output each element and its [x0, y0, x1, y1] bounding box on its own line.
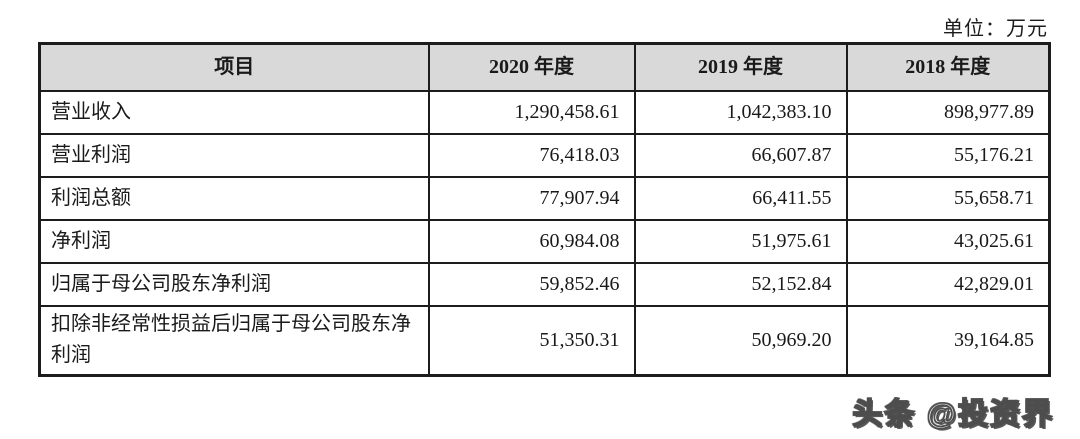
- table-row: 利润总额 77,907.94 66,411.55 55,658.71: [38, 175, 1051, 221]
- table-row: 扣除非经常性损益后归属于母公司股东净利润 51,350.31 50,969.20…: [38, 304, 1051, 377]
- column-header-2020: 2020 年度: [427, 42, 636, 92]
- value-2020: 1,290,458.61: [427, 89, 636, 135]
- value-2020: 51,350.31: [427, 304, 636, 377]
- row-label: 营业利润: [38, 132, 430, 178]
- row-label: 扣除非经常性损益后归属于母公司股东净利润: [38, 304, 430, 377]
- value-2020: 77,907.94: [427, 175, 636, 221]
- value-2019: 51,975.61: [633, 218, 848, 264]
- value-2020: 60,984.08: [427, 218, 636, 264]
- row-label: 净利润: [38, 218, 430, 264]
- value-2020: 76,418.03: [427, 132, 636, 178]
- row-label: 利润总额: [38, 175, 430, 221]
- row-label: 营业收入: [38, 89, 430, 135]
- value-2019: 52,152.84: [633, 261, 848, 307]
- table-row: 营业利润 76,418.03 66,607.87 55,176.21: [38, 132, 1051, 178]
- financial-summary-table: 项目 2020 年度 2019 年度 2018 年度 营业收入 1,290,45…: [38, 42, 1051, 377]
- value-2018: 39,164.85: [845, 304, 1051, 377]
- watermark-toutiao-touzijie: 头条 @投资界: [852, 397, 1054, 432]
- value-2018: 898,977.89: [845, 89, 1051, 135]
- value-2018: 43,025.61: [845, 218, 1051, 264]
- value-2019: 66,411.55: [633, 175, 848, 221]
- unit-label: 单位：万元: [943, 18, 1048, 40]
- table-row: 归属于母公司股东净利润 59,852.46 52,152.84 42,829.0…: [38, 261, 1051, 307]
- value-2018: 42,829.01: [845, 261, 1051, 307]
- table-row: 营业收入 1,290,458.61 1,042,383.10 898,977.8…: [38, 89, 1051, 135]
- table-header-row: 项目 2020 年度 2019 年度 2018 年度: [38, 42, 1051, 92]
- value-2020: 59,852.46: [427, 261, 636, 307]
- value-2019: 50,969.20: [633, 304, 848, 377]
- value-2019: 66,607.87: [633, 132, 848, 178]
- column-header-item: 项目: [38, 42, 430, 92]
- value-2018: 55,176.21: [845, 132, 1051, 178]
- row-label: 归属于母公司股东净利润: [38, 261, 430, 307]
- table-row: 净利润 60,984.08 51,975.61 43,025.61: [38, 218, 1051, 264]
- value-2018: 55,658.71: [845, 175, 1051, 221]
- column-header-2018: 2018 年度: [845, 42, 1051, 92]
- value-2019: 1,042,383.10: [633, 89, 848, 135]
- column-header-2019: 2019 年度: [633, 42, 848, 92]
